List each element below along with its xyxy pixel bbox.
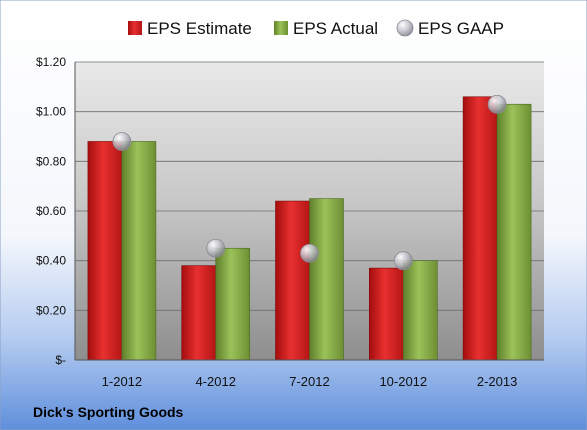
y-tick-label: $1.20 [36,55,66,69]
legend-label-eps-gaap: EPS GAAP [418,19,504,38]
y-axis-ticks: $- $0.20 $0.40 $0.60 $0.80 $1.00 $1.20 [36,55,66,367]
bar-eps-actual [402,260,438,361]
bar-eps-estimate [368,267,404,361]
bar-eps-estimate [462,96,498,361]
y-tick-label: $1.00 [36,105,66,119]
x-tick-label: 4-2012 [195,374,235,389]
legend-swatch-eps-gaap [396,19,414,37]
marker-eps-gaap [112,132,132,151]
x-tick-label: 2-2013 [477,374,517,389]
marker-eps-gaap [300,243,319,263]
legend-label-eps-actual: EPS Actual [293,19,378,38]
x-axis-ticks: 1-2012 4-2012 7-2012 10-2012 2-2013 [102,374,518,389]
x-tick-label: 10-2012 [379,374,427,389]
y-tick-label: $0.60 [36,204,66,218]
bar-eps-actual [215,247,250,361]
legend-item-eps-estimate: EPS Estimate [128,19,252,38]
bar-eps-actual [496,103,532,361]
legend-item-eps-gaap: EPS GAAP [396,19,504,38]
y-tick-label: $0.20 [36,303,66,317]
bar-eps-estimate [87,141,123,361]
legend-swatch-eps-estimate [128,21,142,35]
x-tick-label: 7-2012 [289,374,329,389]
marker-eps-gaap [487,94,507,114]
legend-label-eps-estimate: EPS Estimate [147,19,252,38]
marker-eps-gaap [393,251,413,271]
legend-item-eps-actual: EPS Actual [274,19,378,38]
y-tick-label: $0.80 [36,154,66,168]
company-caption: Dick's Sporting Goods [33,404,184,420]
bar-eps-estimate [181,265,216,361]
y-tick-label: $0.40 [36,254,66,268]
legend-swatch-eps-actual [274,21,288,35]
bar-eps-estimate [275,200,310,361]
bar-eps-actual [121,141,157,361]
y-tick-label: $- [55,353,66,367]
marker-eps-gaap [206,238,226,258]
gaap-markers [112,94,507,271]
bar-eps-actual [309,198,344,361]
x-tick-label: 1-2012 [102,374,142,389]
legend: EPS Estimate EPS Actual EPS GAAP [128,19,504,38]
bars [87,96,532,361]
